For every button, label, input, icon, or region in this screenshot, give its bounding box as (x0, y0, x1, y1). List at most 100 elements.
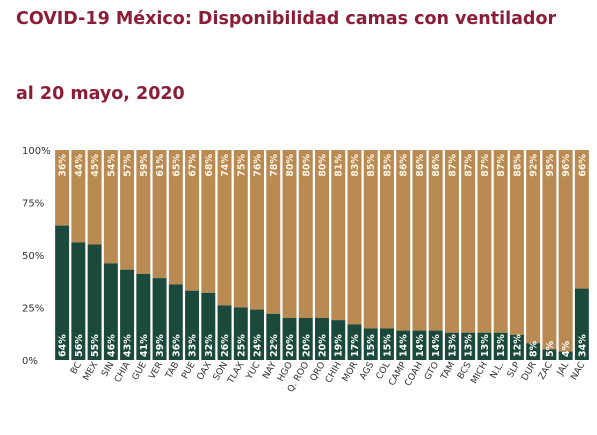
bar-available (233, 150, 248, 308)
bar-available (201, 150, 216, 293)
x-tick-label: JAL (555, 361, 571, 379)
value-label-available: 80% (301, 154, 312, 177)
value-label-available: 81% (334, 154, 345, 177)
x-tick-label: AGS (358, 360, 376, 381)
x-tick-label: MICH (470, 361, 490, 386)
bar-occupied (152, 278, 167, 360)
bar-occupied (201, 292, 216, 360)
bar-occupied (331, 320, 346, 360)
bar-occupied (574, 288, 589, 360)
x-tick-label: DUR (520, 361, 539, 383)
bar-available (477, 150, 492, 333)
bar-available (396, 150, 411, 331)
value-label-occupied: 14% (399, 334, 410, 357)
bar-available (185, 150, 200, 291)
value-label-occupied: 46% (106, 334, 117, 357)
bar-available (152, 150, 167, 279)
bar-available (428, 150, 443, 331)
bar-occupied (428, 330, 443, 360)
bar-available (363, 150, 378, 329)
bar-occupied (217, 305, 232, 360)
bar-occupied (282, 318, 297, 360)
bar-available (331, 150, 346, 321)
bar-occupied (168, 284, 183, 360)
value-label-occupied: 13% (447, 334, 458, 357)
bar-available (526, 150, 541, 344)
value-label-occupied: 24% (253, 334, 264, 357)
bar-occupied (266, 313, 281, 360)
bar-available (574, 150, 589, 289)
value-label-available: 66% (577, 154, 588, 177)
bar-available (461, 150, 476, 333)
value-label-available: 86% (399, 154, 410, 177)
value-label-available: 86% (431, 154, 442, 177)
bar-occupied (233, 307, 248, 360)
bar-available (168, 150, 183, 285)
value-label-available: 54% (106, 154, 117, 177)
x-tick-label: GTO (423, 361, 441, 383)
bar-occupied (55, 225, 70, 360)
value-label-occupied: 34% (577, 334, 588, 357)
bar-available (87, 150, 102, 245)
value-label-available: 65% (171, 154, 182, 177)
value-label-occupied: 4% (561, 340, 572, 357)
value-label-available: 95% (545, 154, 556, 177)
bar-available (55, 150, 70, 226)
value-label-available: 36% (58, 154, 69, 177)
bar-available (250, 150, 265, 310)
value-label-available: 83% (350, 154, 361, 177)
value-label-available: 57% (123, 154, 134, 177)
x-tick-label: N.L. (489, 361, 506, 381)
bar-occupied (120, 269, 135, 360)
value-label-occupied: 14% (431, 334, 442, 357)
value-label-occupied: 13% (496, 334, 507, 357)
value-label-occupied: 32% (204, 334, 215, 357)
x-tick-label: TLAX (226, 361, 247, 387)
x-tick-label: ZAC (537, 361, 555, 382)
value-label-occupied: 36% (171, 334, 182, 357)
chart-title: COVID-19 México: Disponibilidad camas co… (16, 9, 557, 29)
bar-available (315, 150, 329, 318)
x-tick-label: MEX (82, 361, 100, 383)
value-label-available: 44% (74, 154, 85, 177)
bar-occupied (509, 334, 524, 360)
value-label-occupied: 20% (301, 334, 312, 357)
value-label-available: 87% (464, 154, 475, 177)
bar-available (120, 150, 135, 270)
value-label-available: 61% (155, 154, 166, 177)
y-tick-label: 75% (22, 199, 44, 210)
bar-occupied (542, 349, 557, 360)
bar-available (217, 150, 232, 306)
value-label-occupied: 15% (366, 334, 377, 357)
bar-occupied (103, 263, 118, 360)
value-label-occupied: 25% (236, 334, 247, 357)
value-label-occupied: 12% (512, 334, 523, 357)
value-label-available: 87% (496, 154, 507, 177)
bar-available (298, 150, 313, 318)
x-tick-label: BC (69, 361, 84, 377)
value-label-occupied: 20% (318, 334, 329, 357)
bar-occupied (558, 351, 573, 360)
value-label-available: 80% (285, 154, 296, 177)
x-tick-label: GUE (131, 360, 149, 382)
bar-occupied (363, 328, 378, 360)
x-tick-label: CHIA (113, 360, 133, 385)
value-label-occupied: 14% (415, 334, 426, 357)
bar-available (282, 150, 297, 318)
bar-available (266, 150, 281, 314)
bar-occupied (315, 318, 329, 360)
bar-occupied (379, 328, 394, 360)
value-label-occupied: 20% (285, 334, 296, 357)
bar-available (71, 150, 86, 243)
value-label-occupied: 8% (529, 340, 540, 357)
value-label-available: 67% (188, 154, 199, 177)
value-label-available: 76% (253, 154, 264, 177)
value-label-occupied: 15% (382, 334, 393, 357)
bar-occupied (396, 330, 411, 360)
bar-available (444, 150, 459, 333)
bar-occupied (71, 242, 86, 360)
value-label-occupied: 64% (58, 334, 69, 357)
value-label-available: 87% (480, 154, 491, 177)
x-tick-label: TAM (439, 361, 458, 383)
bar-available (412, 150, 427, 331)
